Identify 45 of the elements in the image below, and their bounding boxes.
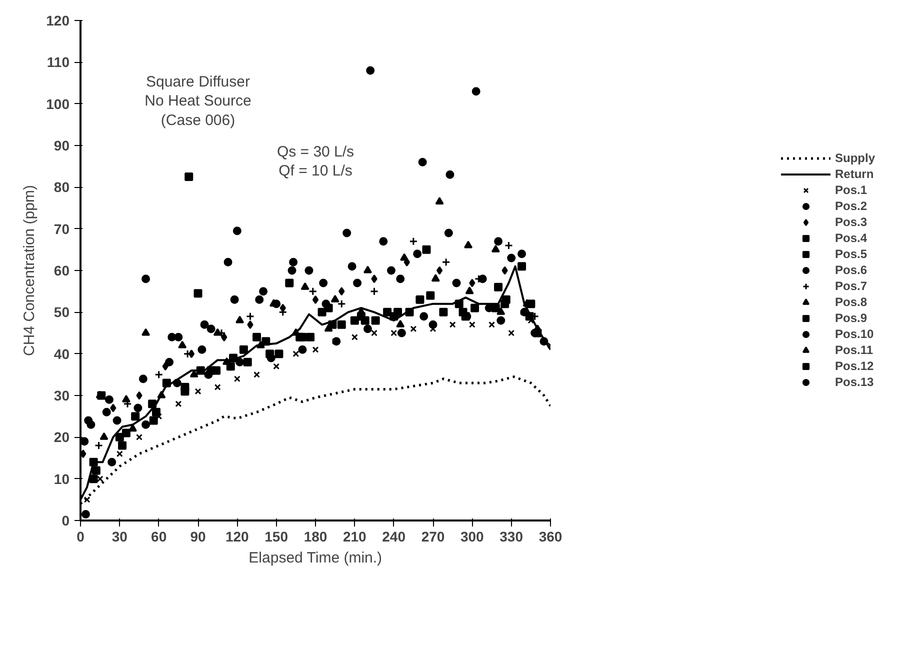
y-tick-label: 50 <box>54 304 70 320</box>
x-tick-label: 0 <box>76 528 85 544</box>
y-axis-title: CH4 Concentration (ppm) <box>21 185 38 356</box>
y-tick-label: 70 <box>54 220 70 237</box>
legend-label: Pos.2 <box>835 198 868 214</box>
annotation: Qs = 30 L/s Qf = 10 L/s <box>276 144 354 180</box>
legend-label: Supply <box>835 150 876 166</box>
y-tick-label: 80 <box>54 179 70 196</box>
y-tick-label: 40 <box>54 346 70 362</box>
x-tick-label: 90 <box>190 528 206 544</box>
x-tick-label: 60 <box>151 528 167 544</box>
legend-label: Pos.8 <box>835 294 868 310</box>
legend-label: Pos.13 <box>835 374 875 390</box>
legend-label: Pos.9 <box>835 310 868 326</box>
x-tick-label: 210 <box>342 528 367 544</box>
x-tick-label: 240 <box>382 528 406 544</box>
y-tick-label: 0 <box>62 512 70 528</box>
legend-label: Pos.12 <box>835 358 875 374</box>
legend-label: Pos.6 <box>835 262 868 278</box>
y-tick-label: 90 <box>54 138 70 154</box>
legend-label: Pos.4 <box>835 230 868 246</box>
y-tick-label: 10 <box>54 470 70 487</box>
legend-label: Pos.7 <box>835 278 868 294</box>
y-tick-label: 30 <box>54 388 70 404</box>
y-tick-label: 60 <box>54 262 70 278</box>
legend-label: Pos.10 <box>835 326 875 342</box>
x-tick-label: 270 <box>421 528 445 544</box>
legend-label: Pos.1 <box>835 182 868 198</box>
x-tick-label: 180 <box>304 528 328 544</box>
annotation: Square Diffuser No Heat Source (Case 006) <box>144 74 252 129</box>
y-tick-label: 120 <box>46 12 70 28</box>
x-tick-label: 330 <box>500 528 524 544</box>
x-tick-label: 360 <box>538 528 562 544</box>
x-axis-title: Elapsed Time (min.) <box>248 550 382 566</box>
legend-label: Pos.3 <box>835 214 868 230</box>
y-tick-label: 110 <box>46 54 70 70</box>
legend-label: Return <box>835 166 875 182</box>
y-tick-label: 20 <box>54 429 70 446</box>
x-tick-label: 150 <box>264 528 288 544</box>
legend-label: Pos.5 <box>835 246 868 262</box>
y-tick-label: 100 <box>46 96 70 112</box>
x-tick-label: 120 <box>225 528 250 544</box>
x-tick-label: 30 <box>112 528 128 544</box>
x-tick-label: 300 <box>460 528 484 544</box>
legend-label: Pos.11 <box>835 342 874 358</box>
